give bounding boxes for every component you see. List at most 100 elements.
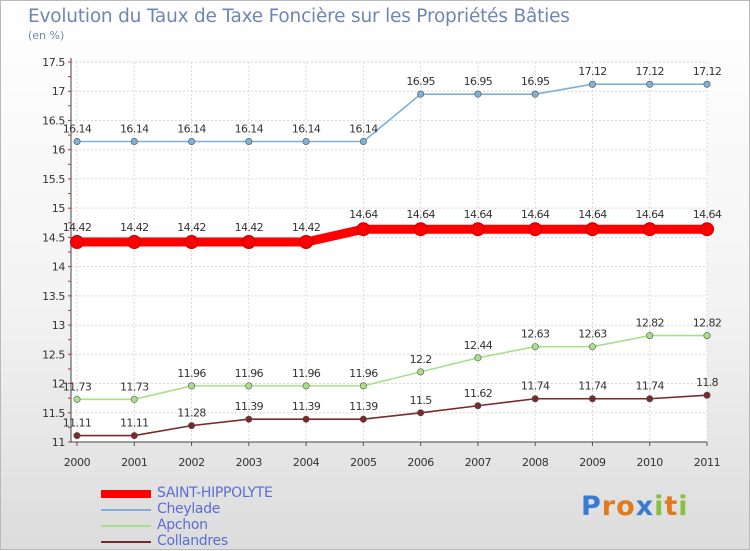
data-point-cheylade [245,138,253,146]
data-point-collandres [359,415,367,423]
data-label-apchon: 11.73 [120,380,149,393]
data-point-apchon [474,354,482,362]
data-label-cheylade: 17.12 [578,65,607,78]
data-label-collandres: 11.28 [177,407,206,420]
data-label-saint-hippolyte: 14.64 [521,208,550,221]
data-label-cheylade: 16.14 [349,123,378,136]
data-point-apchon [188,382,196,390]
data-label-cheylade: 17.12 [693,65,722,78]
data-point-apchon [417,368,425,376]
data-label-saint-hippolyte: 14.64 [635,208,664,221]
data-point-cheylade [588,80,596,88]
data-point-apchon [302,382,310,390]
y-tick-label: 14.5 [42,231,65,244]
data-point-collandres [588,395,596,403]
data-point-saint-hippolyte [127,235,142,250]
data-point-saint-hippolyte [299,235,314,250]
legend-label-cheylade: Cheylade [157,501,221,517]
series-line-apchon [77,334,707,401]
x-tick-label: 2005 [350,456,377,469]
legend-swatch-saint-hippolyte [101,490,151,498]
plot-area [71,62,707,442]
data-label-saint-hippolyte: 14.64 [578,208,607,221]
proxiti-logo: Proxiti [581,491,689,522]
data-label-saint-hippolyte: 14.64 [464,208,493,221]
data-point-collandres [474,402,482,410]
data-label-cheylade: 16.14 [292,123,321,136]
data-point-saint-hippolyte [642,222,657,237]
series-line-collandres [77,394,708,437]
y-tick-label: 13.5 [42,290,65,303]
data-point-saint-hippolyte [585,222,600,237]
y-tick-label: 15.5 [42,173,65,186]
y-axis-unit-label: (en %) [28,29,65,42]
series-line-cheylade [77,83,707,143]
data-label-apchon: 11.96 [349,367,378,380]
data-label-cheylade: 16.14 [120,123,149,136]
logo-letter: r [601,491,617,522]
data-label-collandres: 11.39 [349,400,378,413]
legend-label-apchon: Apchon [157,517,208,533]
logo-letter: i [654,491,665,522]
y-tick-label: 16 [52,144,66,157]
data-label-collandres: 11.74 [578,380,607,393]
data-label-apchon: 12.44 [464,339,493,352]
data-point-collandres [245,415,253,423]
data-point-cheylade [531,90,539,98]
data-point-collandres [188,422,196,430]
data-label-collandres: 11.39 [235,400,264,413]
y-tick-label: 17 [52,85,66,98]
data-label-collandres: 11.39 [292,400,321,413]
legend-swatch-collandres [101,541,151,543]
x-tick-label: 2009 [579,456,606,469]
legend-swatch-apchon [101,525,151,527]
logo-letter: i [678,491,689,522]
data-label-cheylade: 16.14 [63,123,92,136]
data-point-cheylade [302,138,310,146]
data-label-cheylade: 16.14 [177,123,206,136]
y-tick-label: 11.5 [42,407,65,420]
data-point-apchon [245,382,253,390]
data-label-apchon: 11.96 [235,367,264,380]
data-label-apchon: 11.96 [177,367,206,380]
data-point-cheylade [703,80,711,88]
y-tick-label: 13 [52,319,66,332]
data-point-collandres [531,395,539,403]
x-tick-label: 2002 [178,456,204,469]
data-label-apchon: 11.73 [63,380,92,393]
y-tick-label: 12.5 [42,348,65,361]
data-label-saint-hippolyte: 14.42 [235,221,264,234]
data-label-saint-hippolyte: 14.42 [292,221,321,234]
data-label-apchon: 12.2 [410,353,432,366]
data-point-saint-hippolyte [356,222,371,237]
data-point-collandres [73,432,81,440]
data-point-cheylade [188,138,196,146]
data-label-collandres: 11.62 [464,387,493,400]
data-label-collandres: 11.11 [63,417,92,430]
x-tick-label: 2011 [694,456,720,469]
data-label-collandres: 11.11 [120,417,149,430]
logo-letter: P [581,491,602,522]
data-label-collandres: 11.5 [410,394,433,407]
data-point-saint-hippolyte [184,235,199,250]
logo-letter: x [635,491,655,522]
data-point-cheylade [646,80,654,88]
data-label-cheylade: 16.95 [521,75,550,88]
data-point-apchon [130,395,138,403]
data-point-collandres [703,391,711,399]
data-point-apchon [703,332,711,340]
x-tick-label: 2003 [236,456,263,469]
data-point-saint-hippolyte [470,222,485,237]
data-label-apchon: 12.63 [521,328,550,341]
data-point-collandres [130,432,138,440]
data-point-cheylade [130,138,138,146]
data-point-saint-hippolyte [700,222,714,237]
logo-letter: o [616,491,636,522]
data-label-cheylade: 16.95 [406,75,435,88]
logo-letter: t [664,491,679,522]
data-label-apchon: 12.82 [635,317,664,330]
data-label-cheylade: 16.14 [235,123,264,136]
data-point-apchon [531,343,539,351]
y-tick-label: 11 [52,436,65,449]
